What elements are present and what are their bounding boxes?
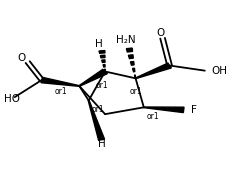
Text: or1: or1 xyxy=(92,105,104,114)
Polygon shape xyxy=(131,62,134,65)
Text: or1: or1 xyxy=(129,88,142,96)
Polygon shape xyxy=(135,63,171,79)
Text: OH: OH xyxy=(212,66,228,76)
Polygon shape xyxy=(135,75,136,78)
Polygon shape xyxy=(128,55,133,59)
Polygon shape xyxy=(132,68,135,72)
Polygon shape xyxy=(103,64,105,67)
Text: F: F xyxy=(191,105,197,115)
Text: or1: or1 xyxy=(95,82,108,90)
Text: H₂N: H₂N xyxy=(116,35,136,45)
Polygon shape xyxy=(79,69,107,86)
Polygon shape xyxy=(88,100,105,140)
Text: HO: HO xyxy=(4,94,21,104)
Text: O: O xyxy=(156,28,164,38)
Text: H: H xyxy=(95,39,103,49)
Polygon shape xyxy=(41,77,79,86)
Polygon shape xyxy=(102,60,105,62)
Polygon shape xyxy=(104,69,105,72)
Text: or1: or1 xyxy=(54,88,67,96)
Polygon shape xyxy=(144,107,184,113)
Polygon shape xyxy=(100,55,105,58)
Polygon shape xyxy=(99,51,105,53)
Text: O: O xyxy=(18,53,26,63)
Text: or1: or1 xyxy=(147,112,160,121)
Text: H: H xyxy=(98,139,105,149)
Polygon shape xyxy=(126,48,133,52)
